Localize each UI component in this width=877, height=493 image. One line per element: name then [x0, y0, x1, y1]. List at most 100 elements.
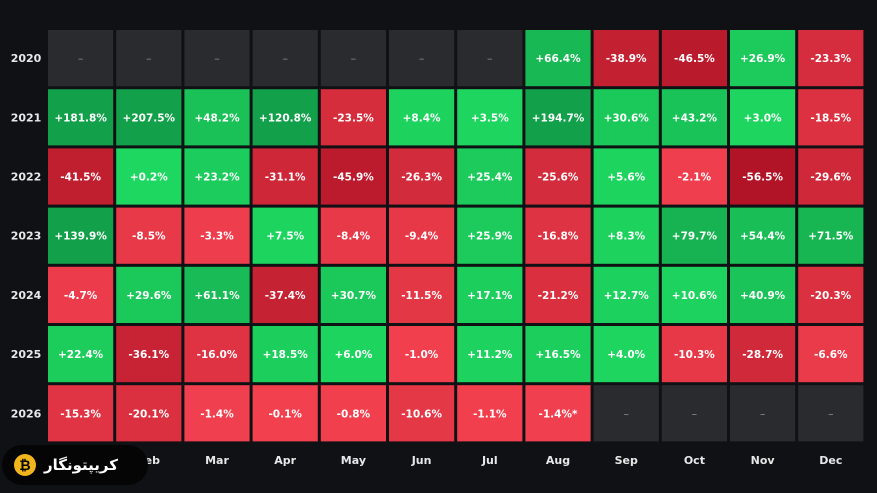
month-label: Apr [274, 454, 296, 467]
heatmap-cell [116, 326, 182, 383]
cell-value-label: -36.1% [128, 349, 169, 361]
cell-value-label: -0.1% [268, 408, 302, 420]
cell-value-label: -29.6% [810, 172, 851, 184]
heatmap-cell [48, 207, 114, 264]
heatmap-cell [48, 266, 114, 323]
heatmap-cell [525, 30, 591, 87]
cell-value-label: -4.7% [64, 290, 98, 302]
year-label: 2022 [11, 171, 42, 184]
heatmap-cell [389, 148, 455, 205]
heatmap-cell [730, 385, 796, 442]
cell-value-label: -16.0% [197, 349, 238, 361]
heatmap-cell [320, 148, 386, 205]
cell-value-label: – [282, 52, 288, 65]
heatmap-cell [252, 385, 318, 442]
cell-value-label: -16.8% [538, 231, 579, 243]
heatmap-cell [320, 266, 386, 323]
cell-value-label: +54.4% [740, 231, 786, 243]
heatmap-cell [457, 207, 523, 264]
heatmap-cell [389, 385, 455, 442]
heatmap-cell [730, 89, 796, 146]
heatmap-cell [252, 266, 318, 323]
heatmap-cell [457, 266, 523, 323]
cell-value-label: +48.2% [194, 112, 240, 124]
heatmap-cell [184, 385, 250, 442]
month-label: Oct [684, 454, 705, 467]
heatmap-cell [661, 148, 727, 205]
cell-value-label: – [419, 52, 425, 65]
heatmap-cell [593, 266, 659, 323]
heatmap-cell [252, 89, 318, 146]
year-label: 2023 [11, 230, 42, 243]
heatmap-cell [184, 30, 250, 87]
cell-value-label: – [487, 52, 493, 65]
cell-value-label: -56.5% [742, 172, 783, 184]
cell-value-label: +5.6% [607, 172, 645, 184]
heatmap-cell [661, 326, 727, 383]
heatmap-cell [798, 30, 864, 87]
heatmap-cell [252, 148, 318, 205]
heatmap-cell [457, 89, 523, 146]
heatmap-cell [730, 207, 796, 264]
heatmap-cell [320, 326, 386, 383]
month-label: May [341, 454, 366, 467]
cell-value-label: -10.3% [674, 349, 715, 361]
heatmap-cell [184, 207, 250, 264]
cell-value-label: – [692, 407, 698, 420]
cell-value-label: -1.4% [200, 408, 234, 420]
year-label: 2021 [11, 111, 42, 124]
year-label: 2026 [11, 407, 42, 420]
heatmap-cell [252, 326, 318, 383]
heatmap-cell [48, 326, 114, 383]
heatmap-cell [320, 89, 386, 146]
heatmap-cell [593, 89, 659, 146]
heatmap-cell [798, 266, 864, 323]
cell-value-label: -45.9% [333, 172, 374, 184]
cell-value-label: +6.0% [334, 349, 372, 361]
heatmap-cell [593, 30, 659, 87]
heatmap-cell [593, 385, 659, 442]
heatmap-cell [525, 385, 591, 442]
heatmap-cell [116, 148, 182, 205]
cell-value-label: -11.5% [401, 290, 442, 302]
cell-value-label: -8.5% [132, 231, 166, 243]
heatmap-cell [730, 266, 796, 323]
heatmap-cell [389, 326, 455, 383]
month-label: Mar [205, 454, 229, 467]
cell-value-label: +25.9% [467, 231, 513, 243]
cell-value-label: -31.1% [265, 172, 306, 184]
heatmap-cell [116, 385, 182, 442]
cell-value-label: -18.5% [810, 112, 851, 124]
heatmap-cell [320, 385, 386, 442]
month-label: Sep [615, 454, 638, 467]
heatmap-cell [730, 30, 796, 87]
cell-value-label: – [760, 407, 766, 420]
heatmap-cell [593, 326, 659, 383]
heatmap-cell [457, 385, 523, 442]
cell-value-label: +207.5% [123, 112, 176, 124]
cell-value-label: -25.6% [538, 172, 579, 184]
cell-value-label: -38.9% [606, 53, 647, 65]
heatmap-cell [389, 30, 455, 87]
year-label: 2020 [11, 52, 42, 65]
heatmap-cell [457, 326, 523, 383]
cell-value-label: +10.6% [672, 290, 718, 302]
cell-value-label: -0.8% [337, 408, 371, 420]
heatmap-cell [457, 30, 523, 87]
cell-value-label: – [214, 52, 220, 65]
cell-value-label: -20.1% [128, 408, 169, 420]
cell-value-label: -2.1% [678, 172, 712, 184]
cell-value-label: – [78, 52, 84, 65]
cell-value-label: -20.3% [810, 290, 851, 302]
cell-value-label: -23.3% [810, 53, 851, 65]
heatmap-cell [798, 326, 864, 383]
cell-value-label: -28.7% [742, 349, 783, 361]
heatmap-cell [798, 89, 864, 146]
cell-value-label: -26.3% [401, 172, 442, 184]
cell-value-label: +79.7% [672, 231, 718, 243]
cell-value-label: +8.3% [607, 231, 645, 243]
cell-value-label: +120.8% [259, 112, 312, 124]
heatmap-cell [252, 30, 318, 87]
cell-value-label: -1.0% [405, 349, 439, 361]
heatmap-cell [525, 89, 591, 146]
